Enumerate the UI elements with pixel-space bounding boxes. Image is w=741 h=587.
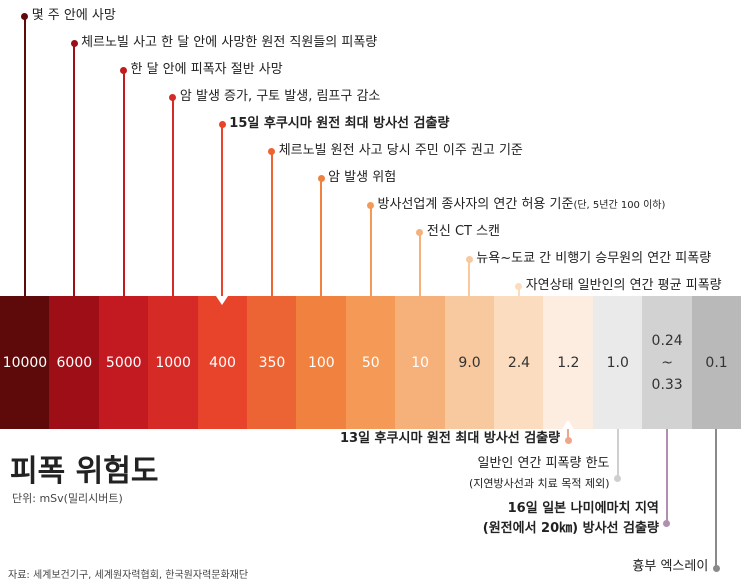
band-value: 10 bbox=[411, 354, 430, 371]
leader-line bbox=[418, 232, 421, 296]
leader-line bbox=[665, 429, 668, 523]
band-value: 1000 bbox=[155, 354, 191, 371]
band-10: 2.4 bbox=[494, 296, 544, 429]
leader-line bbox=[221, 124, 224, 296]
band-value: 50 bbox=[361, 354, 380, 371]
leader-dot bbox=[169, 93, 177, 101]
leader-dot bbox=[367, 201, 374, 209]
leader-line bbox=[369, 205, 372, 296]
band-12: 1.0 bbox=[592, 296, 643, 429]
band-value: 1.0 bbox=[606, 354, 629, 371]
annotation-label: 암 발생 위험 bbox=[328, 170, 397, 185]
band-value: 9.0 bbox=[458, 354, 481, 371]
band-value: 2.4 bbox=[507, 354, 531, 371]
leader-line bbox=[468, 259, 471, 296]
band-3: 1000 bbox=[148, 296, 199, 429]
annotation-label: 체르노빌 사고 한 달 안에 사망한 원전 직원들의 피폭량 bbox=[81, 35, 378, 50]
band-value: 400 bbox=[209, 354, 236, 371]
band-7: 50 bbox=[345, 296, 396, 429]
leader-dot bbox=[614, 474, 621, 482]
band-value: 0.24 ~ 0.33 bbox=[651, 332, 683, 393]
leader-line bbox=[616, 429, 619, 478]
annotation-label: 몇 주 안에 사망 bbox=[31, 8, 116, 23]
leader-dot bbox=[465, 255, 473, 263]
leader-dot bbox=[268, 147, 276, 155]
leader-line bbox=[122, 70, 125, 296]
band-8: 10 bbox=[395, 296, 446, 429]
band-value: 5000 bbox=[105, 354, 142, 371]
leader-line bbox=[73, 43, 76, 296]
leader-dot bbox=[416, 228, 424, 236]
band-5: 350 bbox=[247, 296, 297, 429]
page-title: 피폭 위험도 bbox=[10, 454, 159, 489]
annotation-label: 암 발생 증가, 구토 발생, 림프구 감소 bbox=[179, 89, 381, 104]
band-0: 10000 bbox=[0, 296, 50, 429]
annotation-label: 흉부 엑스레이 bbox=[632, 559, 709, 574]
pointer-triangle bbox=[216, 296, 229, 305]
band-2: 5000 bbox=[98, 296, 149, 429]
annotation-label: 뉴욕~도쿄 간 비행기 승무원의 연간 피폭량 bbox=[476, 251, 712, 266]
leader-dot bbox=[120, 66, 127, 74]
leader-line bbox=[270, 151, 273, 296]
unit-label: 단위: mSv(밀리시버트) bbox=[12, 492, 123, 505]
leader-line bbox=[567, 429, 570, 440]
band-value: 0.1 bbox=[705, 354, 728, 371]
annotation-label: 한 달 안에 피폭자 절반 사망 bbox=[130, 62, 283, 77]
leader-line bbox=[320, 178, 323, 296]
leader-dot bbox=[663, 519, 671, 527]
annotation-label: 전신 CT 스캔 bbox=[426, 224, 501, 239]
annotation-label: 체르노빌 원전 사고 당시 주민 이주 권고 기준 bbox=[278, 143, 523, 158]
source-label: 자료: 세계보건기구, 세계원자력협회, 한국원자력문화재단 bbox=[8, 570, 249, 581]
leader-line bbox=[715, 429, 718, 568]
annotation-label: 자연상태 일반인의 연간 평균 피폭량 bbox=[525, 278, 722, 293]
annotation-label: 13일 후쿠시마 원전 최대 방사선 검출량 bbox=[339, 431, 561, 446]
leader-line bbox=[517, 286, 520, 296]
annotation-label: 방사선업계 종사자의 연간 허용 기준(단, 5년간 100 이하) bbox=[377, 197, 666, 212]
band-9: 9.0 bbox=[444, 296, 495, 429]
leader-dot bbox=[317, 174, 325, 182]
band-11: 1.2 bbox=[543, 296, 594, 429]
band-value: 100 bbox=[307, 354, 335, 371]
leader-dot bbox=[712, 564, 720, 572]
annotation-label: 16일 일본 나미에마치 지역 (원전에서 20㎞) 방사선 검출량 bbox=[482, 501, 659, 536]
band-6: 100 bbox=[296, 296, 347, 429]
leader-dot bbox=[21, 12, 29, 20]
band-13: 0.24 ~ 0.33 bbox=[642, 296, 693, 429]
pointer-triangle bbox=[562, 420, 575, 429]
band-4: 400 bbox=[197, 296, 248, 429]
band-1: 6000 bbox=[49, 296, 100, 429]
leader-dot bbox=[70, 39, 78, 47]
leader-dot bbox=[218, 120, 226, 128]
leader-dot bbox=[564, 436, 572, 444]
leader-line bbox=[171, 97, 174, 296]
band-value: 1.2 bbox=[557, 354, 580, 371]
leader-dot bbox=[515, 282, 523, 290]
band-value: 350 bbox=[258, 354, 286, 371]
annotation-label: 일반인 연간 피폭량 한도 (지연방사선과 치료 목적 제외) bbox=[468, 456, 610, 490]
band-value: 6000 bbox=[56, 354, 93, 371]
leader-line bbox=[23, 16, 26, 296]
band-value: 10000 bbox=[2, 354, 48, 371]
annotation-label: 15일 후쿠시마 원전 최대 방사선 검출량 bbox=[229, 116, 450, 131]
band-14: 0.1 bbox=[691, 296, 741, 429]
